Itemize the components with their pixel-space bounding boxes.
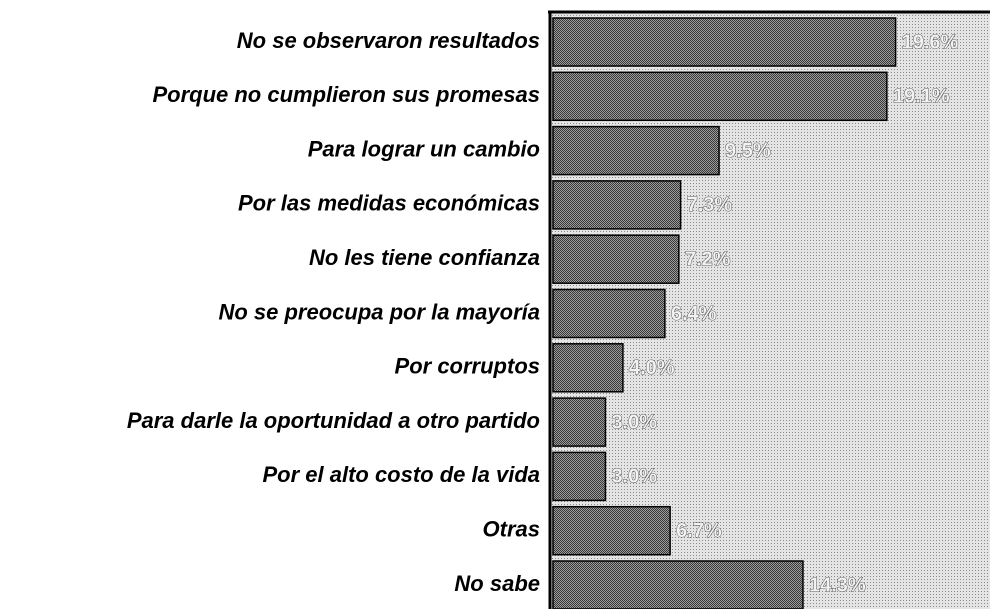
category-label: Para lograr un cambio xyxy=(308,136,540,161)
value-label: 7.3% xyxy=(687,194,733,216)
value-label: 19.1% xyxy=(893,86,950,108)
bar xyxy=(552,451,607,502)
category-label: No se preocupa por la mayoría xyxy=(218,299,540,324)
category-label: No sabe xyxy=(454,571,540,596)
category-label: Por las medidas económicas xyxy=(238,191,540,216)
value-label: 19.6% xyxy=(902,31,959,53)
category-label: No les tiene confianza xyxy=(309,245,540,270)
bar xyxy=(552,17,897,67)
value-label: 9.5% xyxy=(725,140,771,162)
value-label: 6.7% xyxy=(676,520,722,542)
bar xyxy=(552,125,720,176)
value-label: 6.4% xyxy=(671,303,717,325)
category-label: Otras xyxy=(483,517,540,542)
bar xyxy=(552,180,682,230)
value-label: 14.3% xyxy=(809,574,866,596)
value-label: 7.2% xyxy=(685,248,731,270)
bar xyxy=(552,288,666,339)
bar xyxy=(552,397,607,447)
bar xyxy=(552,234,680,284)
value-label: 4.0% xyxy=(629,357,675,379)
value-label: 3.0% xyxy=(611,411,657,433)
value-label: 3.0% xyxy=(611,466,657,488)
bar xyxy=(552,343,624,393)
bar xyxy=(552,71,888,122)
category-label: No se observaron resultados xyxy=(237,28,540,53)
category-label: Por corruptos xyxy=(395,354,540,379)
bar xyxy=(552,505,671,556)
category-label: Para darle la oportunidad a otro partido xyxy=(127,408,540,433)
bar xyxy=(552,560,804,609)
category-label: Porque no cumplieron sus promesas xyxy=(152,82,540,107)
category-label: Por el alto costo de la vida xyxy=(262,462,540,487)
